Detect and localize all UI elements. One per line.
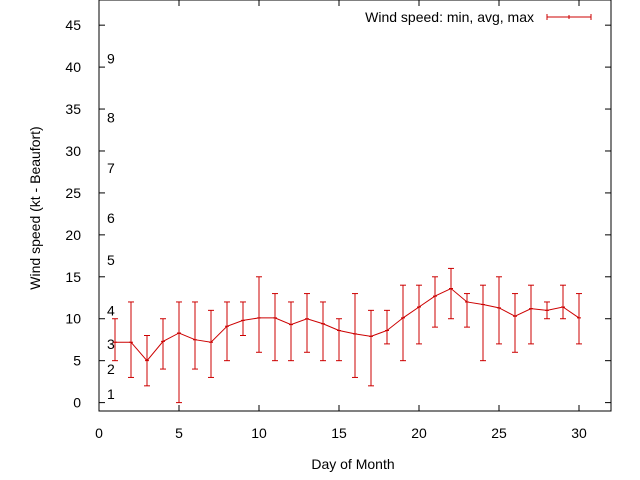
- avg-point: [145, 358, 149, 363]
- beaufort-label: 6: [107, 210, 115, 226]
- avg-point: [561, 304, 565, 309]
- avg-point: [353, 331, 357, 336]
- x-axis-label: Day of Month: [311, 456, 394, 472]
- avg-point: [369, 334, 373, 339]
- x-tick-label: 5: [175, 425, 183, 441]
- x-tick-label: 10: [251, 425, 267, 441]
- avg-point: [449, 286, 453, 291]
- avg-point: [529, 306, 533, 311]
- legend-key-point: [567, 15, 571, 19]
- avg-point: [385, 328, 389, 333]
- avg-point: [257, 315, 261, 320]
- x-tick-label: 0: [95, 425, 103, 441]
- series-avg-points: [113, 286, 581, 363]
- avg-point: [113, 340, 117, 345]
- y-tick-label: 35: [65, 101, 81, 117]
- beaufort-label: 7: [107, 160, 115, 176]
- avg-point: [417, 304, 421, 309]
- error-bars: [112, 267, 582, 404]
- avg-point: [321, 321, 325, 326]
- avg-point: [481, 302, 485, 307]
- avg-point: [545, 308, 549, 313]
- avg-point: [129, 340, 133, 345]
- y-tick-label: 20: [65, 227, 81, 243]
- avg-point: [209, 340, 213, 345]
- x-tick-label: 25: [491, 425, 507, 441]
- avg-point: [497, 305, 501, 310]
- plot-frame: [98, 0, 612, 412]
- avg-point: [241, 318, 245, 323]
- avg-point: [177, 330, 181, 335]
- beaufort-label: 3: [107, 336, 115, 352]
- x-tick-label: 30: [571, 425, 587, 441]
- avg-point: [513, 314, 517, 319]
- avg-point: [225, 324, 229, 329]
- beaufort-label: 9: [107, 51, 115, 67]
- beaufort-label: 2: [107, 361, 115, 377]
- beaufort-label: 4: [107, 302, 115, 318]
- beaufort-label: 1: [107, 386, 115, 402]
- legend: Wind speed: min, avg, max: [365, 9, 592, 25]
- y-tick-label: 5: [73, 353, 81, 369]
- x-tick-label: 20: [411, 425, 427, 441]
- avg-point: [465, 299, 469, 304]
- avg-point: [401, 315, 405, 320]
- avg-point: [161, 339, 165, 344]
- legend-label: Wind speed: min, avg, max: [365, 9, 534, 25]
- x-axis-ticks: 0 5 10 15 20 25 30: [95, 0, 587, 441]
- beaufort-label: 5: [107, 252, 115, 268]
- avg-point: [305, 316, 309, 321]
- x-tick-label: 15: [331, 425, 347, 441]
- y-tick-label: 10: [65, 311, 81, 327]
- avg-point: [577, 315, 581, 320]
- avg-point: [289, 322, 293, 327]
- y-tick-label: 30: [65, 143, 81, 159]
- y-tick-label: 40: [65, 59, 81, 75]
- series-avg-line: [115, 287, 580, 362]
- legend-key: [546, 14, 592, 20]
- avg-point: [273, 315, 277, 320]
- avg-point: [337, 328, 341, 333]
- avg-point: [193, 337, 197, 342]
- y-tick-label: 0: [73, 395, 81, 411]
- y-tick-label: 15: [65, 269, 81, 285]
- y-axis-label: Wind speed (kt - Beaufort): [27, 126, 43, 289]
- beaufort-scale-labels: 1 2 3 4 5 6 7 8 9: [107, 51, 115, 403]
- y-tick-label: 45: [65, 17, 81, 33]
- beaufort-label: 8: [107, 109, 115, 125]
- avg-point: [433, 294, 437, 299]
- y-tick-label: 25: [65, 185, 81, 201]
